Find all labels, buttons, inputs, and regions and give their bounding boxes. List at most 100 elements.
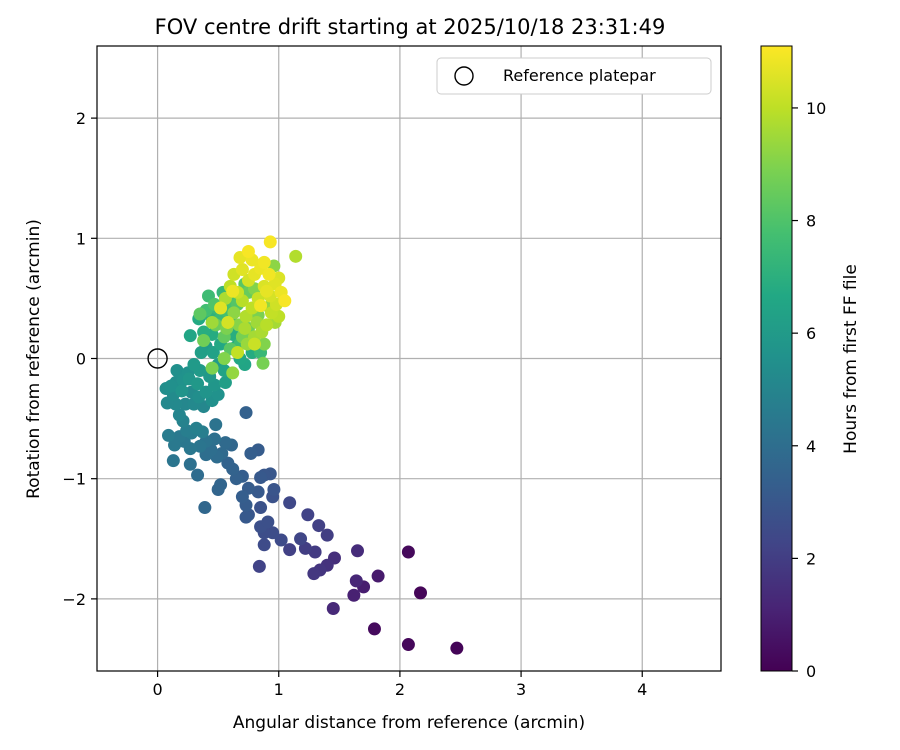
scatter-point <box>301 508 315 522</box>
y-tick-label: −2 <box>62 590 86 609</box>
scatter-point <box>274 533 288 547</box>
scatter-point <box>257 538 271 552</box>
scatter-point <box>214 301 228 315</box>
legend-reference-marker <box>454 66 474 86</box>
scatter-point <box>257 337 271 351</box>
scatter-point <box>263 235 277 249</box>
scatter-point <box>261 515 275 529</box>
scatter-point <box>168 438 182 452</box>
x-tick-label: 4 <box>637 680 647 699</box>
scatter-point <box>175 384 189 398</box>
scatter-point <box>221 456 235 470</box>
scatter-points <box>159 235 464 655</box>
scatter-point <box>450 641 464 655</box>
scatter-point <box>414 586 428 600</box>
y-axis-label: Rotation from reference (arcmin) <box>24 219 44 499</box>
grid <box>97 46 721 671</box>
colorbar-tick-label: 0 <box>806 662 816 681</box>
scatter-point <box>267 483 281 497</box>
scatter-point <box>183 329 197 343</box>
colorbar-label: Hours from first FF file <box>841 264 861 454</box>
chart-title: FOV centre drift starting at 2025/10/18 … <box>155 15 666 39</box>
y-tick-label: 0 <box>76 350 86 369</box>
scatter-point <box>260 318 274 332</box>
scatter-point <box>347 588 361 602</box>
legend-label-reference: Reference platepar <box>503 66 656 85</box>
scatter-point <box>289 249 303 263</box>
scatter-point <box>221 315 235 329</box>
scatter-point <box>367 622 381 636</box>
scatter-point <box>254 299 268 313</box>
colorbar-tick-label: 10 <box>806 99 826 118</box>
reference-marker-group <box>147 348 168 369</box>
scatter-point <box>320 528 334 542</box>
scatter-point <box>193 307 207 321</box>
y-axis: −2 −1 0 1 2 <box>62 109 97 609</box>
scatter-point <box>326 602 340 615</box>
scatter-point <box>218 436 232 450</box>
scatter-point <box>283 496 297 510</box>
scatter-point <box>172 408 186 422</box>
scatter-point <box>194 345 208 359</box>
y-tick-label: 2 <box>76 109 86 128</box>
scatter-point <box>262 267 276 281</box>
scatter-point <box>226 284 240 298</box>
colorbar-tick-label: 4 <box>806 437 816 456</box>
scatter-point <box>205 361 219 375</box>
x-tick-label: 1 <box>274 680 284 699</box>
scatter-point <box>256 356 270 370</box>
legend: Reference platepar <box>436 57 712 95</box>
legend-box <box>436 57 712 95</box>
scatter-point <box>231 345 245 359</box>
colorbar-tick-label: 6 <box>806 324 816 343</box>
scatter-point <box>206 345 220 359</box>
scatter-point <box>241 245 255 259</box>
colorbar-tick-label: 2 <box>806 549 816 568</box>
colorbar-tick-label: 8 <box>806 212 816 231</box>
x-tick-label: 2 <box>395 680 405 699</box>
scatter-point <box>238 321 252 335</box>
scatter-point <box>217 352 231 365</box>
scatter-point <box>252 559 266 573</box>
scatter-point <box>235 490 249 504</box>
scatter-point <box>244 446 258 460</box>
scatter-point <box>199 385 213 399</box>
scatter-point <box>164 379 178 393</box>
scatter-point <box>218 376 232 390</box>
y-tick-label: −1 <box>62 470 86 489</box>
colorbar: 0 2 4 6 8 10 Hours from first FF file <box>760 45 861 681</box>
colorbar-ticks: 0 2 4 6 8 10 <box>792 99 826 681</box>
scatter-point <box>187 358 201 372</box>
x-axis: 0 1 2 3 4 <box>152 671 647 699</box>
y-tick-label: 1 <box>76 229 86 248</box>
scatter-point <box>226 366 240 380</box>
scatter-point <box>205 315 219 329</box>
scatter-point <box>170 364 184 378</box>
scatter-point <box>294 532 308 546</box>
scatter-point <box>254 470 268 484</box>
scatter-point <box>312 519 326 533</box>
x-tick-label: 0 <box>152 680 162 699</box>
scatter-point <box>191 377 205 391</box>
scatter-point <box>211 483 225 497</box>
scatter-point <box>197 333 211 347</box>
scatter-point <box>227 306 241 320</box>
scatter-point <box>401 638 415 652</box>
reference-platepar-marker <box>147 348 168 369</box>
x-axis-label: Angular distance from reference (arcmin) <box>233 713 585 733</box>
scatter-point <box>198 501 212 515</box>
scatter-point <box>298 541 312 555</box>
scatter-point <box>283 543 297 557</box>
scatter-point <box>349 574 363 588</box>
scatter-point <box>307 567 321 581</box>
x-tick-label: 3 <box>516 680 526 699</box>
scatter-point <box>260 284 274 298</box>
scatter-point <box>239 510 253 524</box>
colorbar-gradient <box>760 45 793 672</box>
scatter-point <box>401 545 415 559</box>
scatter-point <box>189 421 203 435</box>
scatter-point <box>371 569 385 583</box>
scatter-point <box>183 457 197 471</box>
